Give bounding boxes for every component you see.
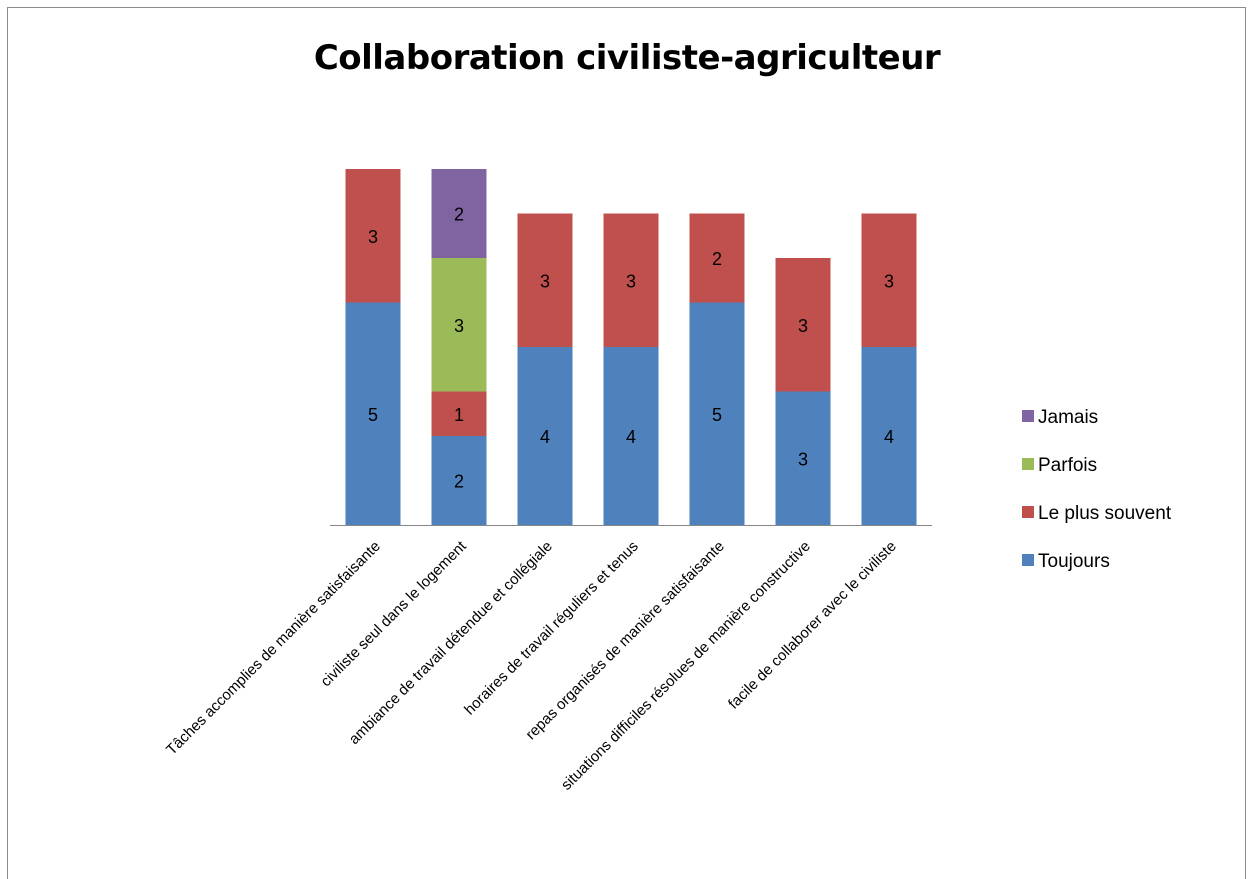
bar-segment-toujours-6	[775, 391, 831, 525]
bar-segment-toujours-2	[431, 436, 487, 525]
data-label: 3	[368, 227, 378, 247]
data-label: 3	[454, 316, 464, 336]
data-label: 1	[454, 405, 464, 425]
legend-label-jamais: Jamais	[1038, 407, 1098, 428]
legend-label-le-plus-souvent: Le plus souvent	[1038, 503, 1172, 524]
data-label: 4	[540, 427, 550, 447]
chart-title: Collaboration civiliste-agriculteur	[313, 38, 941, 78]
data-label: 4	[884, 427, 894, 447]
x-tick-label: repas organisés de manière satisfaisante	[522, 538, 727, 743]
legend-swatch-jamais	[1022, 410, 1034, 422]
data-label: 2	[712, 249, 722, 269]
data-label: 3	[626, 271, 636, 291]
x-tick-label: horaires de travail réguliers et tenus	[461, 538, 642, 719]
bar-segment-toujours-7	[861, 347, 917, 525]
data-label: 3	[884, 271, 894, 291]
data-label: 3	[540, 271, 550, 291]
bar-segment-le-plus-souvent-2	[431, 391, 487, 436]
bar-segment-parfois-2	[431, 258, 487, 392]
bar-segment-le-plus-souvent-3	[517, 213, 573, 347]
x-tick-label: facile de collaborer avec le civiliste	[725, 538, 900, 713]
bar-segment-toujours-1	[345, 302, 401, 525]
bar-segment-toujours-3	[517, 347, 573, 525]
legend-swatch-toujours	[1022, 554, 1034, 566]
data-label: 2	[454, 472, 464, 492]
data-label: 2	[454, 205, 464, 225]
data-label: 3	[798, 449, 808, 469]
legend-label-toujours: Toujours	[1038, 551, 1110, 572]
x-tick-label: civiliste seul dans le logement	[317, 537, 470, 690]
data-label: 4	[626, 427, 636, 447]
bar-segment-jamais-2	[431, 169, 487, 258]
bar-segment-le-plus-souvent-5	[689, 213, 745, 303]
legend-label-parfois: Parfois	[1038, 455, 1097, 476]
bar-segment-toujours-5	[689, 302, 745, 525]
bar-segment-le-plus-souvent-6	[775, 258, 831, 392]
bar-segment-le-plus-souvent-4	[603, 213, 659, 347]
data-label: 3	[798, 316, 808, 336]
bar-segment-le-plus-souvent-1	[345, 169, 401, 303]
bar-segment-toujours-4	[603, 347, 659, 525]
data-label: 5	[712, 405, 722, 425]
legend-swatch-le-plus-souvent	[1022, 506, 1034, 518]
legend-swatch-parfois	[1022, 458, 1034, 470]
data-label: 5	[368, 405, 378, 425]
bar-segment-le-plus-souvent-7	[861, 213, 917, 347]
